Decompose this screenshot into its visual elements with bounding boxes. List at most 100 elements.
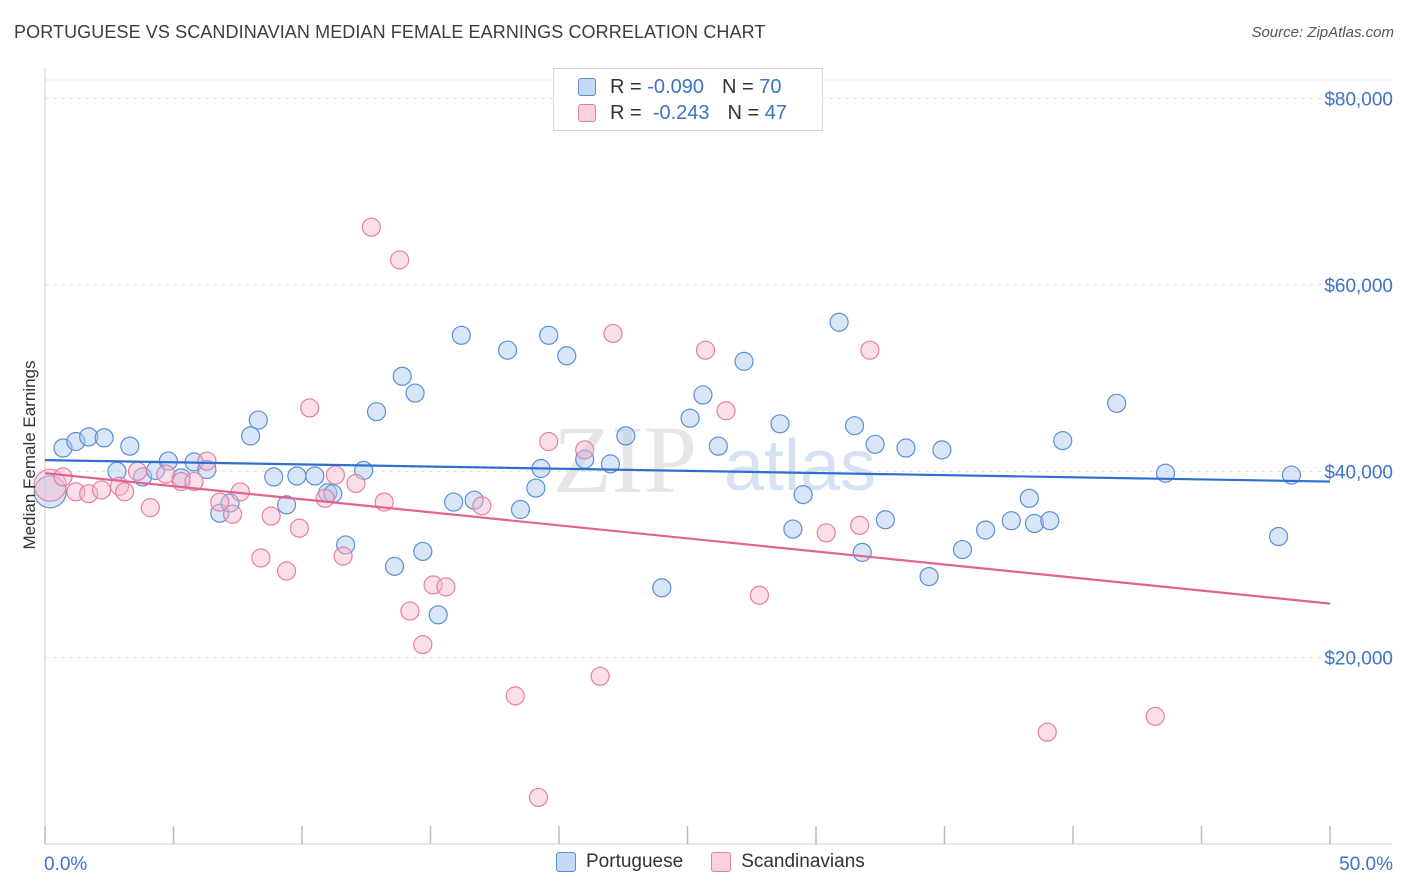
portuguese-point — [1001, 511, 1021, 531]
portuguese-point — [919, 566, 939, 587]
portuguese-point — [616, 426, 636, 446]
portuguese-point — [1281, 465, 1302, 485]
scandinavians-point — [261, 506, 281, 526]
legend-label-scandinavians: Scandinavians — [741, 851, 865, 872]
portuguese-point — [600, 454, 621, 474]
portuguese-point — [264, 467, 284, 487]
portuguese-point — [557, 346, 577, 366]
legend-swatch-scandinavians — [578, 104, 596, 122]
y-tick-label: $40,000 — [1324, 462, 1393, 483]
portuguese-point — [734, 351, 754, 371]
portuguese-point — [852, 542, 872, 562]
portuguese-point — [865, 434, 885, 454]
legend-row-portuguese: R = -0.090 N = 70 — [578, 75, 781, 99]
portuguese-point — [444, 492, 464, 512]
portuguese-point — [94, 428, 114, 448]
scandinavians-point — [695, 340, 716, 360]
portuguese-point — [451, 325, 471, 345]
gridlines — [45, 79, 1392, 659]
portuguese-point — [384, 556, 405, 576]
legend-swatch-scandinavians — [711, 852, 732, 872]
scandinavians-point — [361, 217, 381, 237]
x-tick-label-min: 0.0% — [44, 854, 87, 875]
legend-n-value: 47 — [764, 101, 788, 124]
portuguese-point — [932, 440, 952, 460]
portuguese-point — [79, 427, 99, 447]
scandinavians-point — [603, 323, 623, 344]
scandinavians-point — [575, 440, 595, 460]
portuguese-point — [844, 416, 865, 436]
portuguese-point — [680, 408, 700, 428]
scandinavians-point — [716, 401, 736, 421]
axes — [44, 68, 1392, 845]
trend-lines — [44, 459, 1331, 605]
legend-r-value: -0.243 — [652, 101, 710, 124]
scandinavians-point — [91, 480, 112, 500]
scandinavians-point — [472, 496, 492, 516]
legend-label-portuguese: Portuguese — [586, 851, 684, 872]
scandinavians-point — [197, 451, 217, 471]
portuguese-point — [770, 414, 790, 434]
axis-ticks — [44, 826, 1331, 844]
portuguese-point — [405, 383, 425, 403]
scandinavians-point — [346, 473, 366, 494]
portuguese-point — [1024, 513, 1045, 534]
scandinavians-point — [325, 465, 346, 485]
source-label: Source: ZipAtlas.com — [1251, 24, 1394, 41]
y-tick-label: $80,000 — [1324, 90, 1393, 111]
legend-swatch-portuguese — [578, 78, 596, 96]
y-tick-label: $20,000 — [1324, 649, 1393, 670]
series-legend: Portuguese Scandinavians — [556, 851, 893, 873]
scandinavians-point — [1145, 706, 1165, 726]
portuguese-point — [526, 478, 546, 498]
watermark-zip: ZIP — [553, 406, 697, 513]
portuguese-point — [783, 519, 803, 539]
scandinavians-point — [749, 585, 770, 605]
portuguese-point — [510, 499, 531, 520]
y-axis-label: Median Female Earnings — [20, 361, 39, 550]
scandinavians-point — [300, 398, 320, 418]
scandinavians-point — [333, 546, 353, 566]
scandinavians-point — [251, 548, 271, 568]
legend-n-value: 70 — [759, 75, 782, 98]
scandinavians-point — [390, 250, 410, 270]
legend-r-value: -0.090 — [647, 75, 704, 98]
portuguese-point — [875, 510, 895, 530]
scandinavians-point — [413, 635, 433, 655]
legend-item-portuguese: Portuguese — [556, 851, 683, 873]
scandinavians-point — [850, 515, 870, 535]
portuguese-point — [392, 366, 412, 386]
portuguese-point — [498, 340, 518, 360]
legend-item-scandinavians: Scandinavians — [711, 851, 865, 873]
portuguese-point — [66, 431, 86, 452]
scandinavians-point — [127, 461, 148, 481]
scandinavians-point — [156, 464, 176, 484]
scandinavians-point — [53, 467, 73, 487]
legend-swatch-portuguese — [556, 852, 576, 872]
correlation-legend: R = -0.090 N = 70 R = -0.243 N = 47 — [553, 68, 823, 131]
watermark: ZIP atlas — [553, 406, 876, 513]
portuguese-point — [413, 541, 433, 562]
scandinavians-point — [1037, 722, 1057, 742]
portuguese-point — [1053, 430, 1073, 451]
portuguese-point — [708, 436, 728, 456]
portuguese-point — [539, 325, 559, 345]
portuguese-trend-line — [44, 459, 1331, 483]
scandinavians-point — [400, 601, 420, 621]
legend-r-label: R = — [610, 101, 642, 124]
portuguese-point — [241, 426, 261, 446]
x-tick-label-max: 50.0% — [1339, 854, 1393, 875]
scandinavians-points — [33, 217, 1165, 808]
portuguese-point — [336, 535, 356, 555]
scandinavians-point — [223, 504, 243, 524]
scandinavians-point — [79, 484, 99, 504]
scandinavians-point — [860, 340, 880, 360]
portuguese-point — [693, 385, 713, 405]
scandinavians-point — [276, 561, 297, 581]
legend-n-label: N = — [721, 75, 754, 98]
scandinavians-point — [436, 577, 456, 597]
scandinavians-point — [505, 686, 525, 706]
portuguese-point — [829, 312, 849, 332]
portuguese-point — [976, 520, 996, 540]
